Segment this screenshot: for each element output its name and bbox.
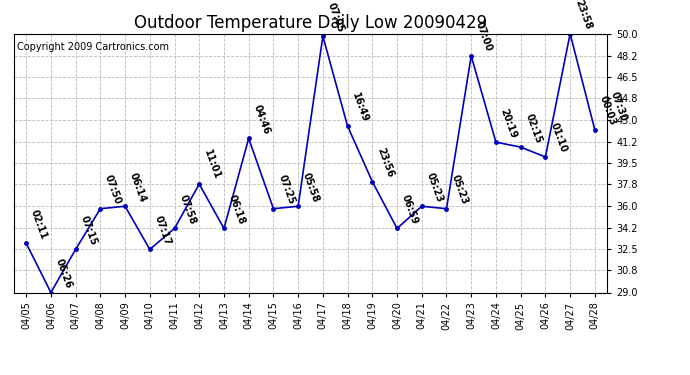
Text: 05:23: 05:23 xyxy=(449,173,469,206)
Text: 07:00: 07:00 xyxy=(474,21,494,53)
Title: Outdoor Temperature Daily Low 20090429: Outdoor Temperature Daily Low 20090429 xyxy=(134,14,487,32)
Text: 01:10: 01:10 xyxy=(548,122,568,154)
Text: 02:11: 02:11 xyxy=(29,208,49,240)
Text: 06:14: 06:14 xyxy=(128,171,148,204)
Text: 07:05: 07:05 xyxy=(326,1,346,33)
Text: 20:19: 20:19 xyxy=(499,107,519,140)
Text: Copyright 2009 Cartronics.com: Copyright 2009 Cartronics.com xyxy=(17,42,169,51)
Text: 07:15: 07:15 xyxy=(79,214,99,247)
Text: 07:17: 07:17 xyxy=(152,214,172,247)
Text: 07:50: 07:50 xyxy=(103,173,123,206)
Text: 11:01: 11:01 xyxy=(202,149,222,181)
Text: 23:56: 23:56 xyxy=(375,146,395,179)
Text: 16:49: 16:49 xyxy=(351,91,371,123)
Text: 04:46: 04:46 xyxy=(251,103,271,136)
Text: 05:58: 05:58 xyxy=(301,171,321,204)
Text: 05:23: 05:23 xyxy=(424,171,444,204)
Text: 06:18: 06:18 xyxy=(227,193,247,226)
Text: 06:26: 06:26 xyxy=(54,257,74,290)
Text: 23:58: 23:58 xyxy=(573,0,593,31)
Text: 06:59: 06:59 xyxy=(400,193,420,226)
Text: 07:30
00:03: 07:30 00:03 xyxy=(598,90,629,127)
Text: 07:58: 07:58 xyxy=(177,193,197,226)
Text: 07:25: 07:25 xyxy=(276,173,296,206)
Text: 02:15: 02:15 xyxy=(524,112,544,144)
